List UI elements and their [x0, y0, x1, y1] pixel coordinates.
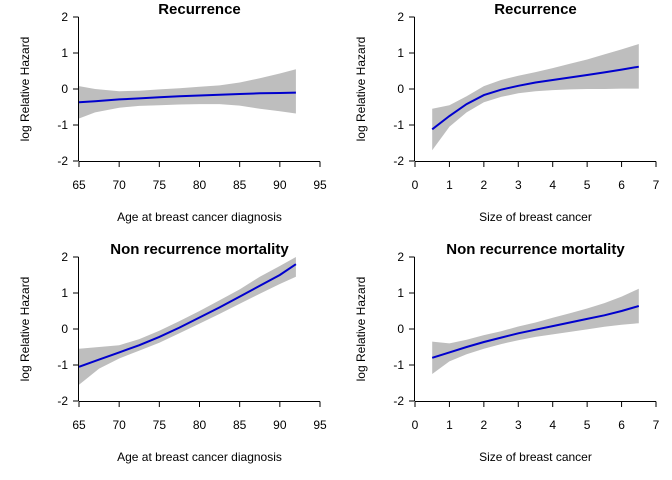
x-tick-label: 85 [233, 418, 247, 432]
x-axis-label: Age at breast cancer diagnosis [117, 450, 282, 464]
x-tick-label: 2 [481, 418, 488, 432]
y-axis-label: log Relative Hazard [18, 277, 32, 382]
x-tick-label: 85 [233, 178, 247, 192]
hazard-line [78, 91, 296, 104]
x-tick-label: 4 [549, 418, 556, 432]
x-tick-label: 7 [653, 178, 660, 192]
y-tick-label: 0 [61, 322, 68, 336]
y-tick-label: -2 [393, 394, 404, 408]
y-tick-label: -1 [57, 118, 68, 132]
x-tick-label: 70 [112, 178, 126, 192]
x-tick-label: 6 [618, 418, 625, 432]
hazard-line [78, 263, 297, 368]
y-tick-label: 2 [61, 250, 68, 264]
y-axis-label: log Relative Hazard [18, 37, 32, 142]
x-tick-label: 70 [112, 418, 126, 432]
x-tick-label: 80 [193, 418, 207, 432]
x-tick-label: 90 [273, 418, 287, 432]
confidence-band [432, 288, 639, 374]
x-axis-label: Size of breast cancer [479, 210, 592, 224]
y-tick-label: 0 [61, 82, 68, 96]
y-axis-label: log Relative Hazard [354, 277, 368, 382]
x-tick-label: 6 [618, 178, 625, 192]
x-tick-label: 1 [446, 178, 453, 192]
y-tick-label: 1 [397, 46, 404, 60]
y-tick-label: -1 [57, 358, 68, 372]
y-tick-label: 2 [397, 10, 404, 24]
y-tick-label: -2 [393, 154, 404, 168]
x-tick-label: 0 [412, 178, 419, 192]
x-tick-label: 5 [584, 418, 591, 432]
x-tick-label: 3 [515, 178, 522, 192]
x-tick-label: 0 [412, 418, 419, 432]
panel-1: Recurrence -2 -1 0 1 2 65 70 75 80 85 90 95 Age at br… [18, 1, 327, 224]
panel-title: Non recurrence mortality [446, 241, 625, 258]
panel-title: Non recurrence mortality [110, 241, 289, 258]
panel-4: Non recurrence mortality -2 -1 0 1 2 0 1 2 3 4 5 6 7 S… [354, 241, 660, 464]
y-tick-label: 2 [61, 10, 68, 24]
x-tick-label: 3 [515, 418, 522, 432]
y-tick-label: 1 [397, 286, 404, 300]
y-tick-label: 0 [397, 82, 404, 96]
y-axis-label: log Relative Hazard [354, 37, 368, 142]
y-tick-label: 1 [61, 46, 68, 60]
x-tick-label: 4 [549, 178, 556, 192]
x-axis-label: Age at breast cancer diagnosis [117, 210, 282, 224]
panel-3: Non recurrence mortality -2 -1 0 1 2 65 70 75 80 8… [18, 241, 327, 464]
y-tick-label: -1 [393, 358, 404, 372]
x-tick-label: 75 [153, 418, 167, 432]
y-tick-label: 1 [61, 286, 68, 300]
y-tick-label: -1 [393, 118, 404, 132]
x-tick-label: 1 [446, 418, 453, 432]
hazard-line [431, 305, 640, 359]
x-tick-label: 65 [72, 418, 86, 432]
x-tick-label: 95 [313, 418, 327, 432]
hazard-line [431, 65, 639, 131]
panel-title: Recurrence [158, 1, 241, 18]
x-tick-label: 80 [193, 178, 207, 192]
y-tick-label: 0 [397, 322, 404, 336]
y-tick-label: 2 [397, 250, 404, 264]
panel-2: Recurrence -2 -1 0 1 2 0 1 2 3 4 5 6 7 Size of breast … [354, 1, 660, 224]
confidence-band [432, 44, 639, 151]
x-axis-label: Size of breast cancer [479, 450, 592, 464]
x-tick-label: 2 [481, 178, 488, 192]
y-tick-label: -2 [57, 154, 68, 168]
confidence-band [79, 69, 296, 119]
x-tick-label: 7 [653, 418, 660, 432]
x-tick-label: 75 [153, 178, 167, 192]
x-tick-label: 95 [313, 178, 327, 192]
panel-title: Recurrence [494, 1, 577, 18]
x-tick-label: 90 [273, 178, 287, 192]
x-tick-label: 5 [584, 178, 591, 192]
x-tick-label: 65 [72, 178, 86, 192]
y-tick-label: -2 [57, 394, 68, 408]
confidence-band [79, 257, 296, 385]
